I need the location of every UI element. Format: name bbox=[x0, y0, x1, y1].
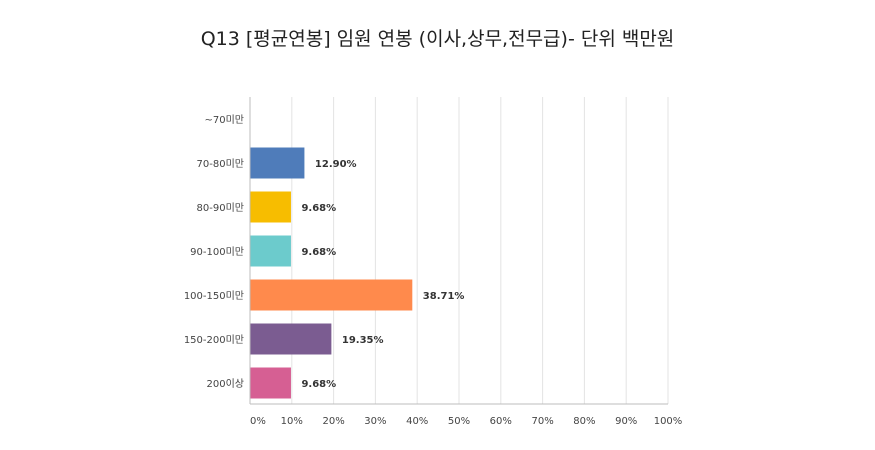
data-label: 9.68% bbox=[301, 203, 336, 214]
x-tick-label: 0% bbox=[250, 416, 266, 427]
data-label: 9.68% bbox=[301, 379, 336, 390]
x-tick-label: 40% bbox=[406, 416, 428, 427]
x-tick-label: 80% bbox=[573, 416, 595, 427]
x-tick-label: 60% bbox=[490, 416, 512, 427]
category-label: 90-100미만 bbox=[190, 246, 244, 258]
x-tick-label: 50% bbox=[448, 416, 470, 427]
category-label: 200이상 bbox=[207, 378, 245, 390]
chart-title: Q13 [평균연봉] 임원 연봉 (이사,상무,전무급)- 단위 백만원 bbox=[200, 28, 675, 50]
bar bbox=[250, 367, 291, 399]
x-tick-label: 20% bbox=[322, 416, 344, 427]
category-label: 100-150미만 bbox=[184, 290, 244, 302]
data-label: 12.90% bbox=[315, 159, 357, 170]
bar bbox=[250, 323, 332, 355]
data-label: 38.71% bbox=[423, 291, 465, 302]
data-label: 9.68% bbox=[301, 247, 336, 258]
x-tick-label: 10% bbox=[281, 416, 303, 427]
x-tick-label: 30% bbox=[364, 416, 386, 427]
bar bbox=[250, 147, 305, 179]
x-tick-label: 70% bbox=[531, 416, 553, 427]
category-label: 80-90미만 bbox=[197, 202, 244, 214]
bar bbox=[250, 191, 291, 223]
bar bbox=[250, 279, 413, 311]
category-label: ~70미만 bbox=[204, 114, 244, 126]
x-tick-label: 90% bbox=[615, 416, 637, 427]
bar bbox=[250, 235, 291, 267]
category-label: 150-200미만 bbox=[184, 334, 244, 346]
data-label: 19.35% bbox=[342, 335, 384, 346]
category-label: 70-80미만 bbox=[197, 158, 244, 170]
x-tick-label: 100% bbox=[654, 416, 683, 427]
